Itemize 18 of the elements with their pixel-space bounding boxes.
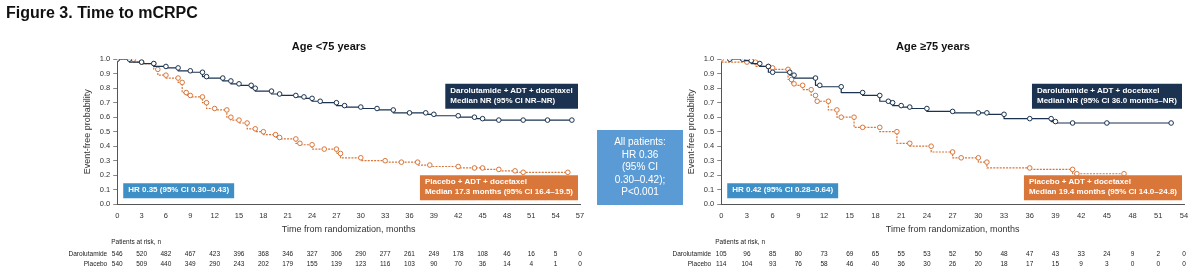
- series-label: Placebo + ADT + docetaxel: [1028, 177, 1131, 187]
- callout-box: All patients: HR 0.36 (95% CI 0.30–0.42); P<0.001: [597, 130, 683, 205]
- annotation: HR 0.42 (95% CI 0.28–0.64): [732, 185, 834, 195]
- annotation: Median 17.3 months (95% CI 16.4–19.5): [424, 187, 574, 197]
- annotation: Median NR (95% CI 36.0 months–NR): [1036, 96, 1178, 106]
- y-axis-title: Event-free probability: [685, 88, 696, 175]
- y-axis-title: Event-free probability: [81, 88, 92, 175]
- x-axis-title: Time from randomization, months: [281, 224, 416, 235]
- annotation: Median 19.4 months (95% CI 14.0–24.8): [1028, 187, 1178, 197]
- text: Darolutamide + ADT + docetaxel: [450, 86, 573, 96]
- x-axis-title: Time from randomization, months: [885, 224, 1020, 235]
- annotation: Median NR (95% CI NR–NR): [450, 96, 556, 106]
- chart-title: Age <75 years: [291, 39, 367, 52]
- annotation: HR 0.35 (95% CI 0.30–0.43): [128, 185, 230, 195]
- series-label: Placebo + ADT + docetaxel: [424, 177, 527, 187]
- text: Darolutamide + ADT + docetaxel: [1036, 86, 1160, 96]
- caption: Figure 3. Time to mCRPC: [6, 4, 198, 22]
- chart-title: Age ≥75 years: [896, 39, 970, 52]
